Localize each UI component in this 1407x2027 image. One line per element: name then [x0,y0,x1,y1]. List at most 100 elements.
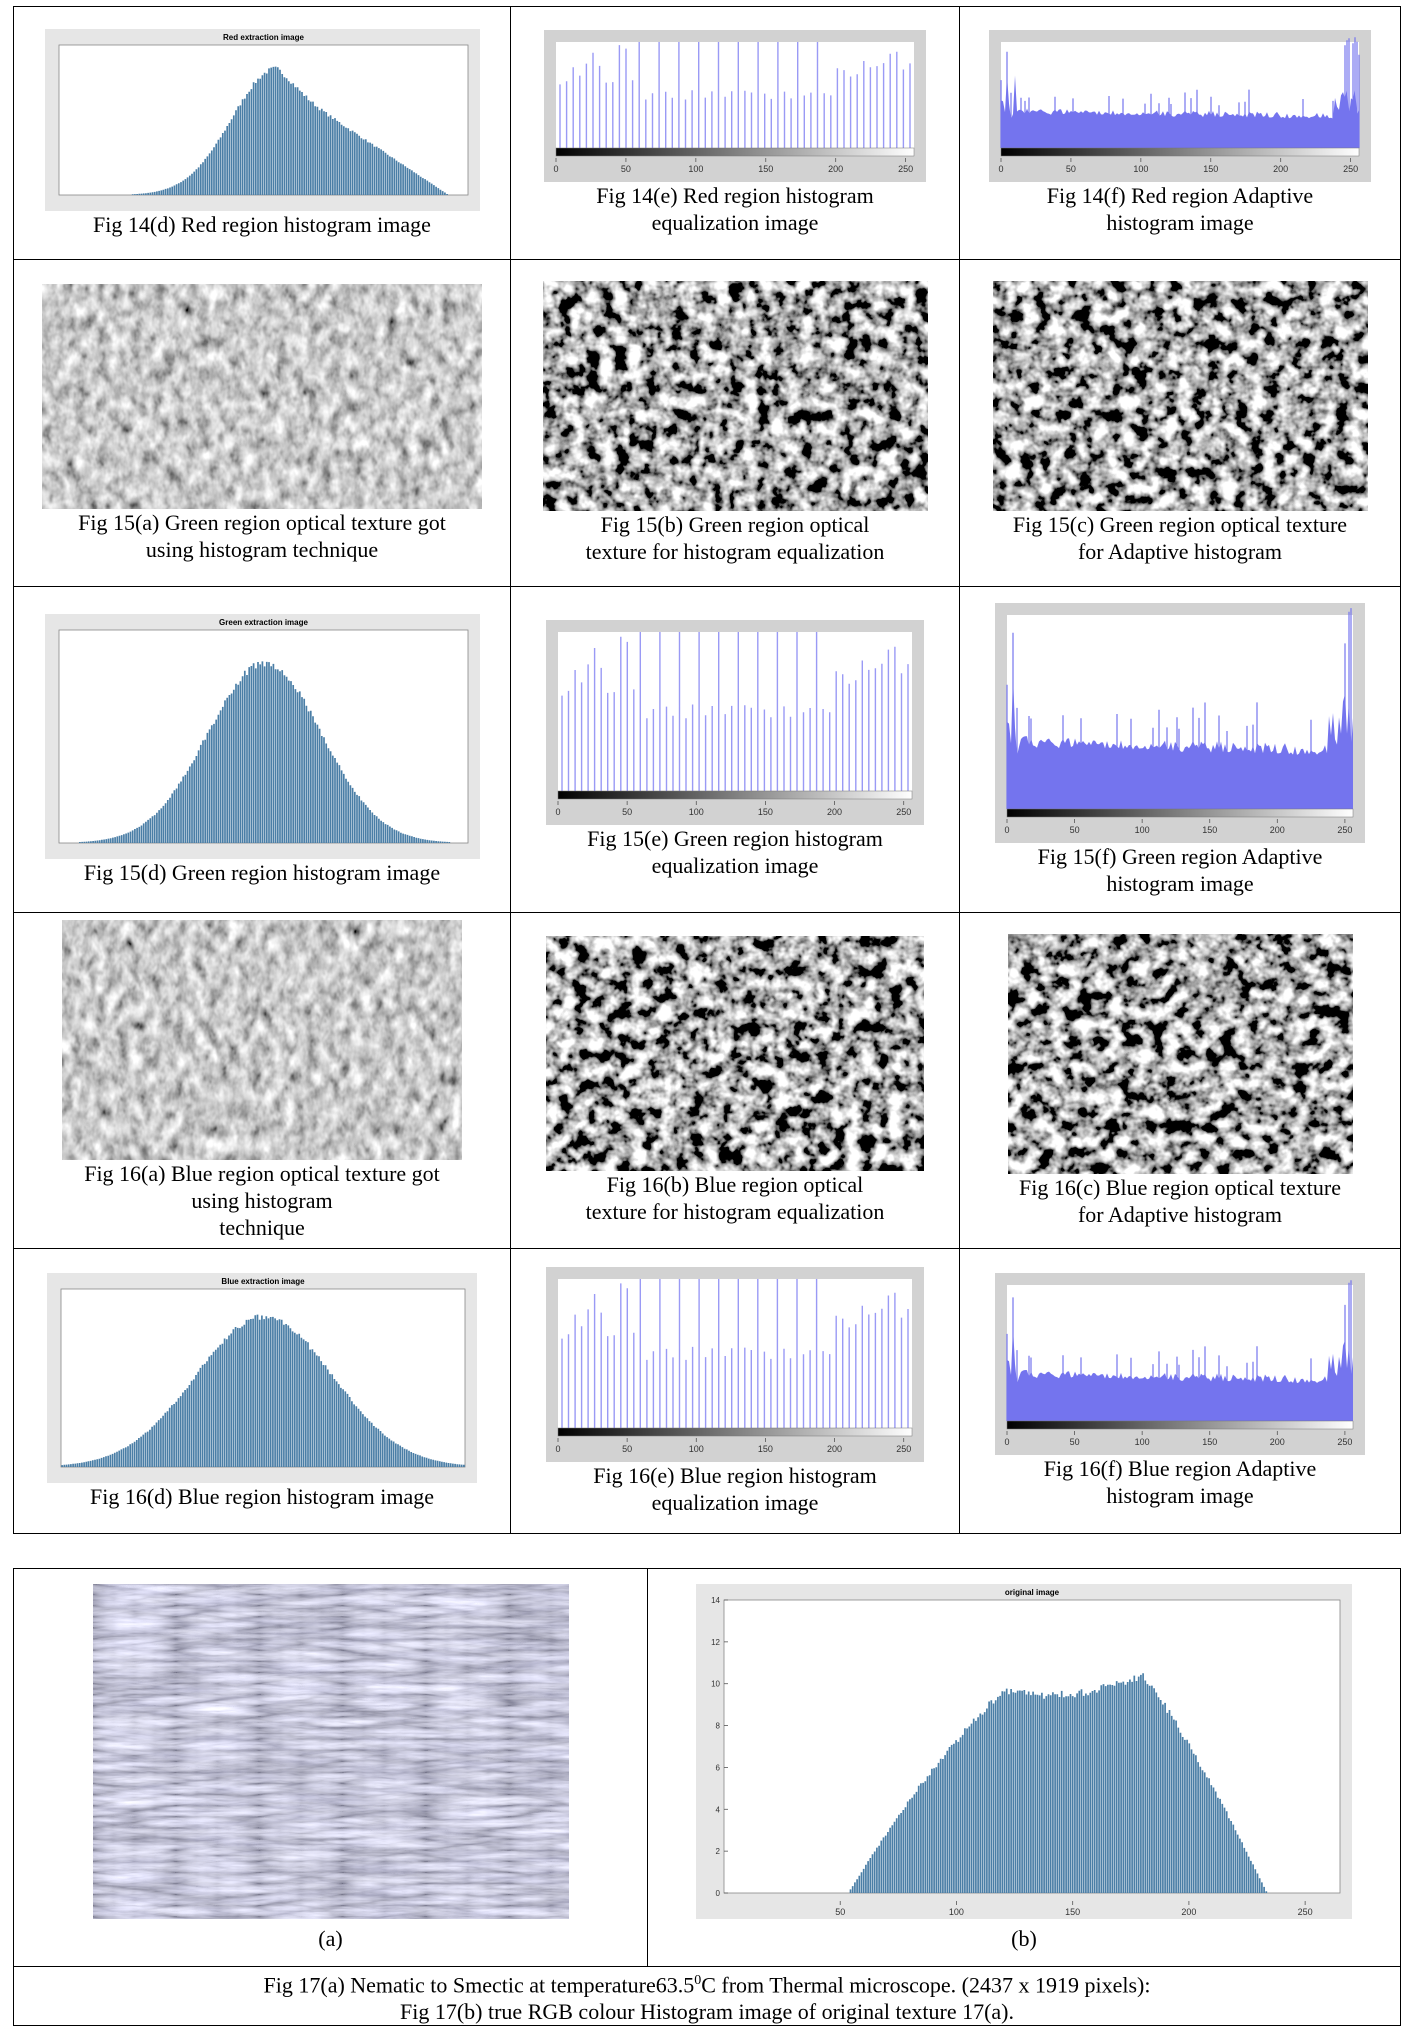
caption-line: Fig 17(a) Nematic to Smectic at temperat… [14,1967,1400,1998]
figure [992,281,1368,511]
caption-line: Fig 14(d) Red region histogram image [93,211,431,237]
caption-line: Fig 16(a) Blue region optical texture go… [84,1161,440,1186]
histogram-lines [561,1278,909,1428]
histogram-area [1007,1327,1353,1421]
x-tick-label: 0 [555,807,560,817]
figure: Blue extraction image [47,1272,477,1483]
caption-line: Fig 16(d) Blue region histogram image [90,1483,434,1509]
caption-text: Fig 17(a) Nematic to Smectic at temperat… [263,1972,695,1998]
texture [62,920,462,1160]
caption-line: Fig 16(e) Blue region histogram [593,1462,877,1488]
x-tick-label: 200 [1273,164,1288,174]
y-tick-label: 8 [716,1721,721,1730]
y-tick-label: 6 [716,1763,721,1772]
x-tick-label: 50 [835,1907,845,1917]
caption: Fig 16(a) Blue region optical texture go… [84,1160,440,1241]
caption-line: Fig 15(f) Green region Adaptive [1037,843,1323,869]
x-tick-label: 50 [1070,1437,1080,1447]
caption-line: Fig 17(b) true RGB colour Histogram imag… [14,1998,1400,2025]
figure: 0 50 100 150 200 250 [995,602,1365,843]
x-tick-label: 150 [758,164,773,174]
y-tick-label: 2 [716,1847,721,1856]
caption: Fig 15(f) Green region Adaptive histogram… [1038,843,1323,897]
x-tick-label: 200 [1181,1907,1196,1917]
histogram-spikes [1000,37,1360,148]
caption-line: for Adaptive histogram [1077,1201,1283,1227]
gray-bar [1006,1420,1354,1430]
caption: Fig 14(f) Red region Adaptive histogram i… [1047,182,1313,236]
cell: Fig 16(c) Blue region optical texture for… [959,912,1401,1249]
x-tick-label: 50 [1066,164,1076,174]
caption: Fig 15(d) Green region histogram image [84,859,440,886]
caption-line: Fig 15(e) Green region histogram [587,826,883,851]
x-tick-label: 100 [1135,1437,1150,1447]
caption-line: for Adaptive histogram [1077,539,1283,564]
figure-cell: 0 50 100 150 200 250 Fig 16(f) Blue region Ada… [960,1273,1400,1509]
cell: (a) [13,1568,648,1967]
cell: Fig 15(a) Green region optical texture g… [13,259,511,587]
caption-line: texture for histogram equalization [585,539,885,564]
y-tick-label: 10 [711,1679,720,1688]
histogram-lines [561,632,909,791]
plot-area [558,632,912,791]
texture [542,281,928,511]
x-tick-label: 100 [688,164,703,174]
caption-line: histogram image [1106,870,1254,896]
histogram-spikes [1006,1280,1352,1421]
caption: Fig 16(e) Blue region histogram equalizat… [593,1462,877,1516]
caption-text: Fig 17(b) true RGB colour Histogram imag… [399,1999,1015,2025]
figure [42,283,482,509]
x-tick-label: 100 [1133,164,1148,174]
gray-bar [1000,147,1360,157]
figure-cell: Fig 16(b) Blue region optical texture for… [511,936,959,1225]
figure: Green extraction image [44,613,480,859]
cell: 0 50 100 150 200 250 Fig 14(f) Red region Adap… [959,6,1401,260]
x-tick-label: 0 [553,164,558,174]
figure-cell: Fig 15(b) Green region optical texture fo… [511,281,959,565]
x-tick-label: 150 [1203,164,1218,174]
figure [542,281,928,511]
plot-area [556,42,914,148]
figure-cell: (a) [14,1583,647,1952]
caption-line: equalization image [651,1489,819,1515]
caption-line: using histogram [191,1188,333,1213]
cell: 0 50 100 150 200 250 Fig 16(e) Blue region his… [510,1248,960,1534]
x-tick-label: 200 [1270,825,1285,835]
x-tick-label: 250 [1343,164,1358,174]
caption-line: histogram image [1106,1483,1254,1508]
figure: Red extraction image [44,28,480,211]
figure-cell: Red extraction image Fig 14(d) Red region… [14,28,510,238]
caption-line: Fig 15(d) Green region histogram image [83,859,441,885]
x-tick-label: 100 [1135,825,1150,835]
figure-cell: original image 50 100 150 200 250 0 2 4 6 8 10 12 14 (… [648,1583,1400,1952]
plot-title: Green extraction image [219,618,308,627]
x-tick-label: 100 [689,807,704,817]
plot-title: original image [1005,1588,1060,1597]
figure: original image 50 100 150 200 250 0 2 4 6 8 10 12 14 [696,1583,1352,1919]
cell: Fig 16(b) Blue region optical texture for… [510,912,960,1249]
texture [992,281,1368,511]
x-tick-label: 250 [1298,1907,1313,1917]
cell: Fig 15(c) Green region optical texture fo… [959,259,1401,587]
caption: Fig 15(a) Green region optical texture g… [78,509,446,563]
x-tick-label: 250 [896,1444,911,1454]
row: Fig 15(a) Green region optical texture g… [13,259,1401,587]
sub-label: (b) [1011,1925,1037,1951]
caption-cell: Fig 17(a) Nematic to Smectic at temperat… [13,1965,1401,2027]
figure-cell: Fig 15(a) Green region optical texture g… [14,283,510,563]
texture [546,936,924,1171]
figure [92,1583,569,1919]
x-tick-label: 150 [1202,1437,1217,1447]
figure-cell: Blue extraction image Fig 16(d) Blue regi… [14,1272,510,1510]
x-tick-label: 150 [1065,1907,1080,1917]
caption: Fig 16(c) Blue region optical texture for… [1019,1174,1341,1228]
x-tick-label: 250 [1337,825,1352,835]
figure: 0 50 100 150 200 250 [544,30,926,182]
y-tick-label: 0 [716,1889,721,1898]
figure-cell: 0 50 100 150 200 250 Fig 14(f) Red region Adap… [960,30,1400,236]
caption: Fig 15(e) Green region histogram equaliza… [587,825,883,879]
x-tick-label: 50 [1070,825,1080,835]
plot-area [60,1288,466,1467]
x-tick-label: 200 [828,164,843,174]
